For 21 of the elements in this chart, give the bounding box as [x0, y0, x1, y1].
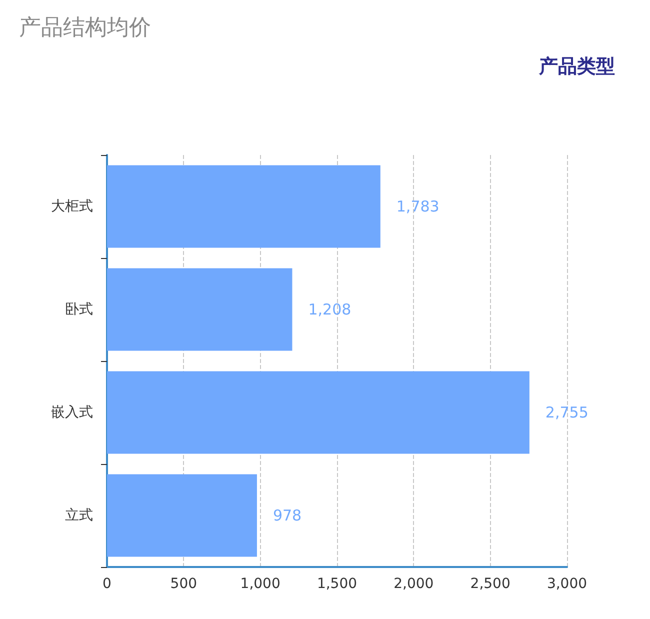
x-tick-label: 1,500 [316, 576, 358, 592]
bar [107, 474, 257, 557]
x-tick-label: 3,000 [546, 576, 588, 592]
chart-title: 产品结构均价 [19, 16, 151, 40]
x-tick-label: 2,000 [394, 576, 434, 592]
x-tick-label: 2,500 [470, 576, 510, 592]
data-label: 2,755 [545, 404, 588, 422]
y-axis-title: 产品类型 [538, 56, 615, 78]
x-tick-label: 0 [102, 576, 112, 592]
bar [107, 165, 380, 248]
bar [107, 268, 292, 351]
y-tick-label: 立式 [65, 508, 93, 524]
data-label: 978 [272, 506, 302, 524]
bar [107, 371, 530, 454]
y-tick-label: 嵌入式 [51, 404, 93, 420]
y-tick-label: 卧式 [65, 302, 93, 318]
data-label: 1,208 [308, 300, 352, 318]
x-tick-label: 500 [170, 576, 198, 592]
data-label: 1,783 [396, 198, 440, 216]
x-tick-label: 1,000 [240, 576, 280, 592]
y-tick-label: 大柜式 [51, 198, 93, 214]
